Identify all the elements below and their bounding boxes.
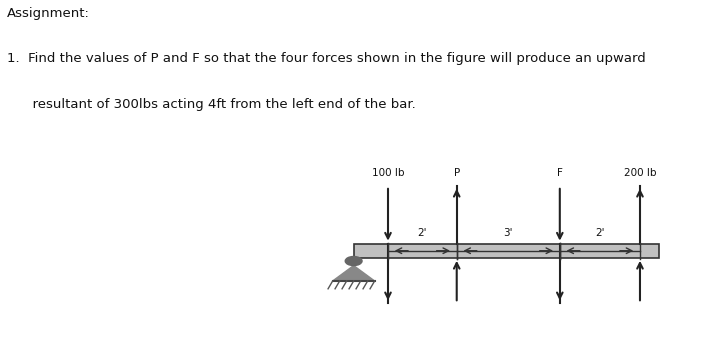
- Text: P: P: [454, 168, 460, 178]
- Text: 200 lb: 200 lb: [624, 168, 656, 178]
- Circle shape: [345, 257, 362, 265]
- Text: 1.  Find the values of P and F so that the four forces shown in the figure will : 1. Find the values of P and F so that th…: [7, 52, 645, 66]
- Polygon shape: [333, 265, 375, 281]
- Text: 100 lb: 100 lb: [372, 168, 404, 178]
- Text: resultant of 300lbs acting 4ft from the left end of the bar.: resultant of 300lbs acting 4ft from the …: [7, 98, 416, 111]
- Bar: [354, 244, 659, 258]
- Text: Assignment:: Assignment:: [7, 7, 90, 20]
- Text: F: F: [557, 168, 563, 178]
- Text: 2': 2': [418, 228, 427, 238]
- Text: 3': 3': [503, 228, 513, 238]
- Text: 2': 2': [595, 228, 604, 238]
